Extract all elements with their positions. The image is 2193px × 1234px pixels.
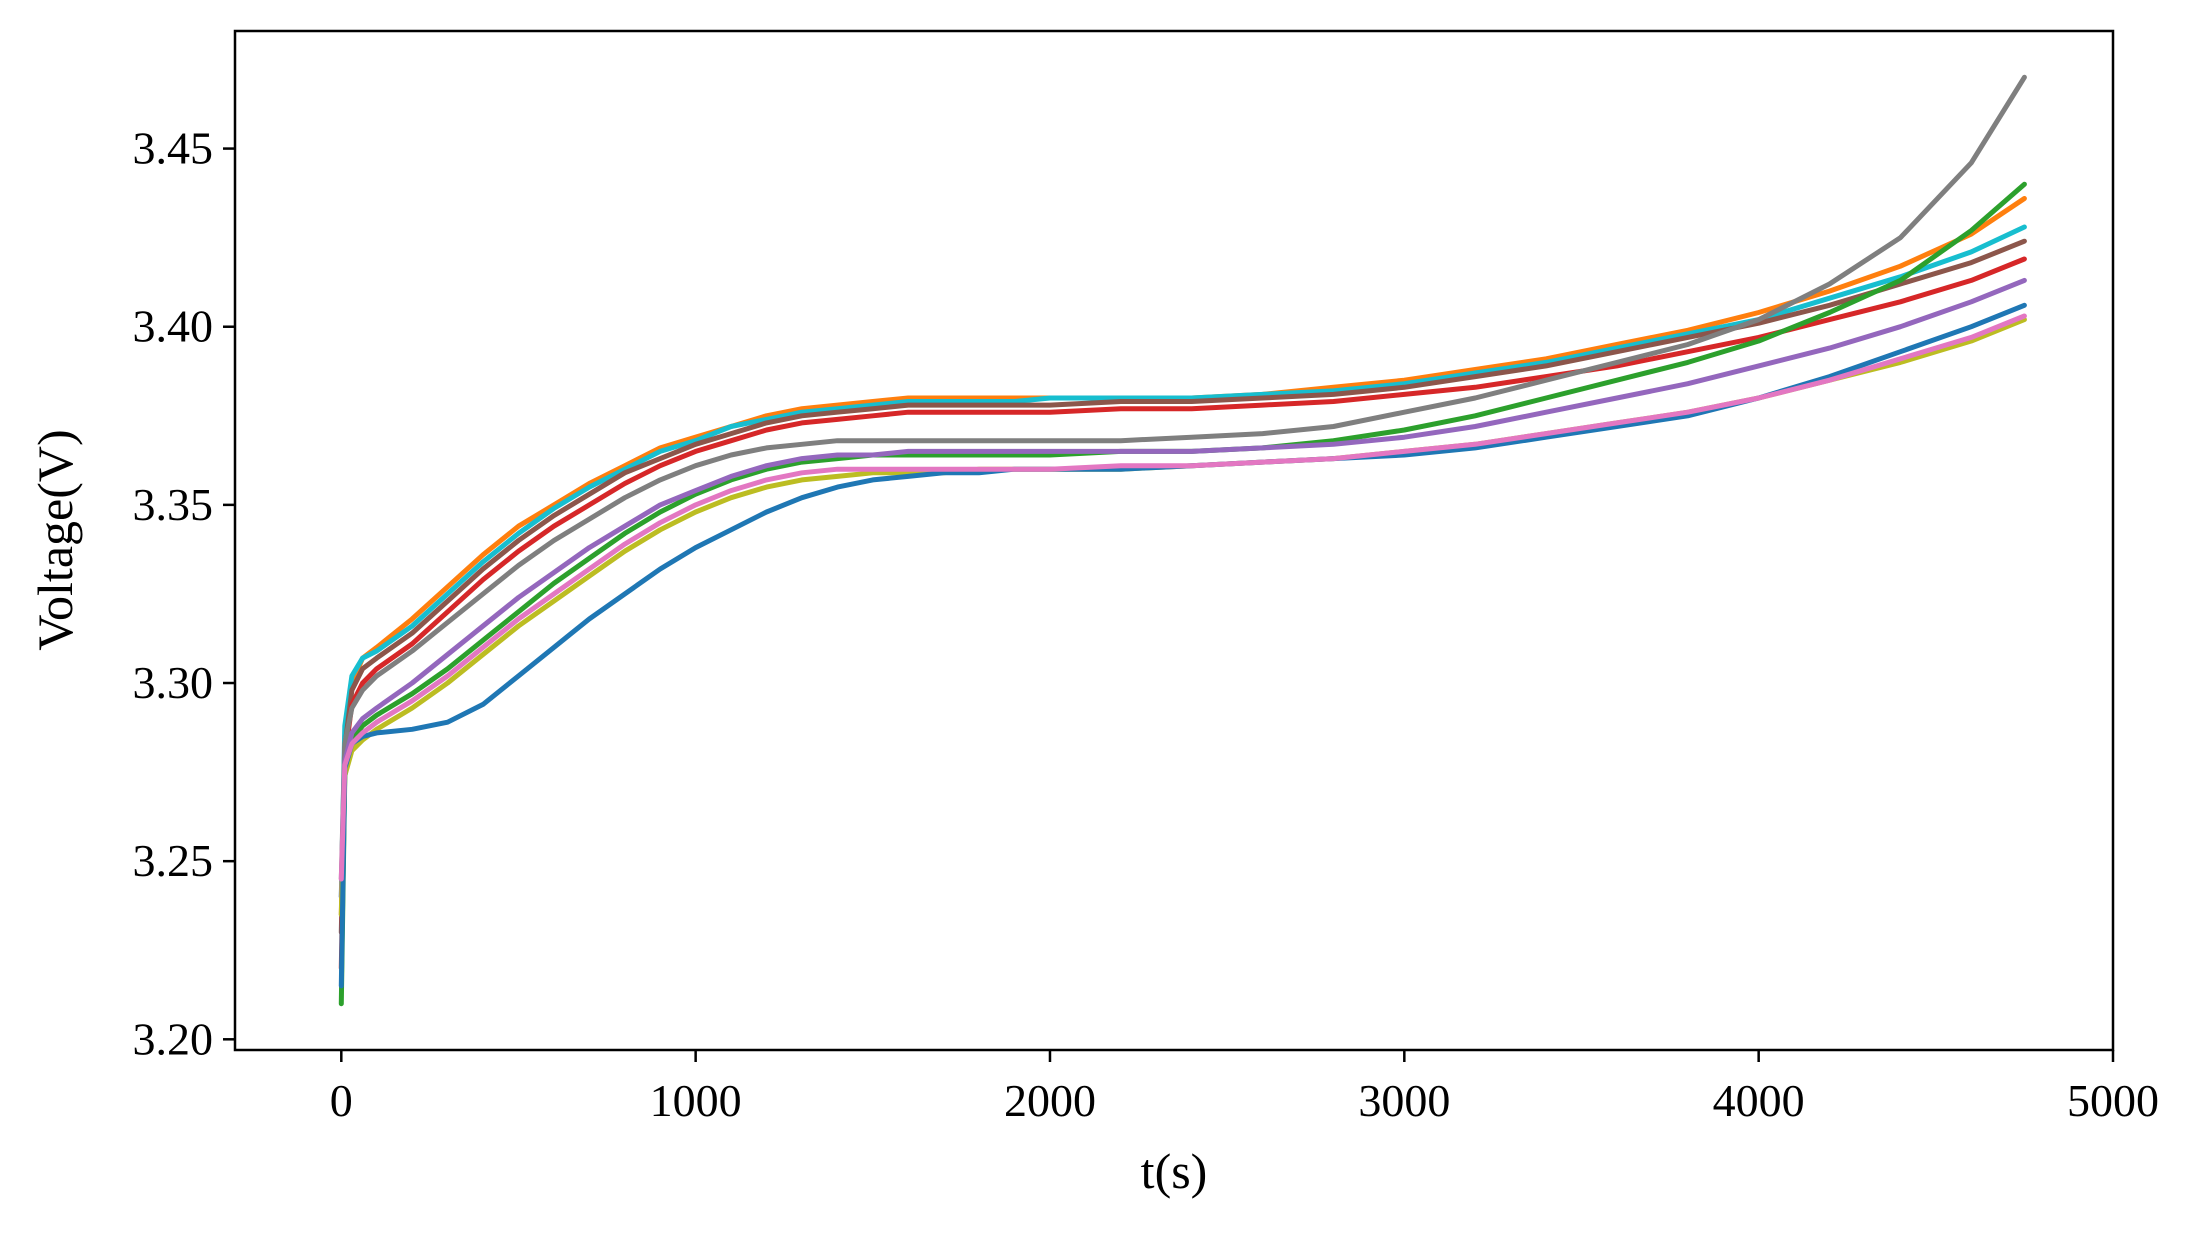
y-tick-label: 3.20	[133, 1013, 214, 1064]
y-tick-label: 3.40	[133, 301, 214, 352]
series-line-2	[338, 224, 2027, 900]
y-tick-label: 3.45	[133, 123, 214, 174]
series-line-10	[338, 313, 2027, 882]
ticks-layer: 0 1000 2000 3000 4000 5000 3.20 3.25 3.30 3.35 3.4…	[133, 123, 2160, 1126]
y-axis-label: Voltage(V)	[27, 429, 83, 650]
x-axis-label: t(s)	[1141, 1143, 1208, 1199]
y-tick-label: 3.35	[133, 479, 214, 530]
y-tick-label: 3.25	[133, 835, 214, 886]
series-line-5	[338, 74, 2027, 882]
x-tick-label: 3000	[1358, 1075, 1450, 1126]
series-line-7	[338, 277, 2027, 900]
y-tick-label: 3.30	[133, 657, 214, 708]
x-tick-label: 1000	[650, 1075, 742, 1126]
x-tick-label: 0	[330, 1075, 353, 1126]
series-line-9	[338, 302, 2027, 989]
series-layer	[338, 74, 2027, 1007]
plot-frame	[233, 29, 2115, 1052]
x-tick-label: 2000	[1004, 1075, 1096, 1126]
series-line-3	[338, 238, 2027, 935]
x-tick-label: 4000	[1713, 1075, 1805, 1126]
series-line-1	[338, 196, 2027, 918]
x-tick-label: 5000	[2067, 1075, 2159, 1126]
